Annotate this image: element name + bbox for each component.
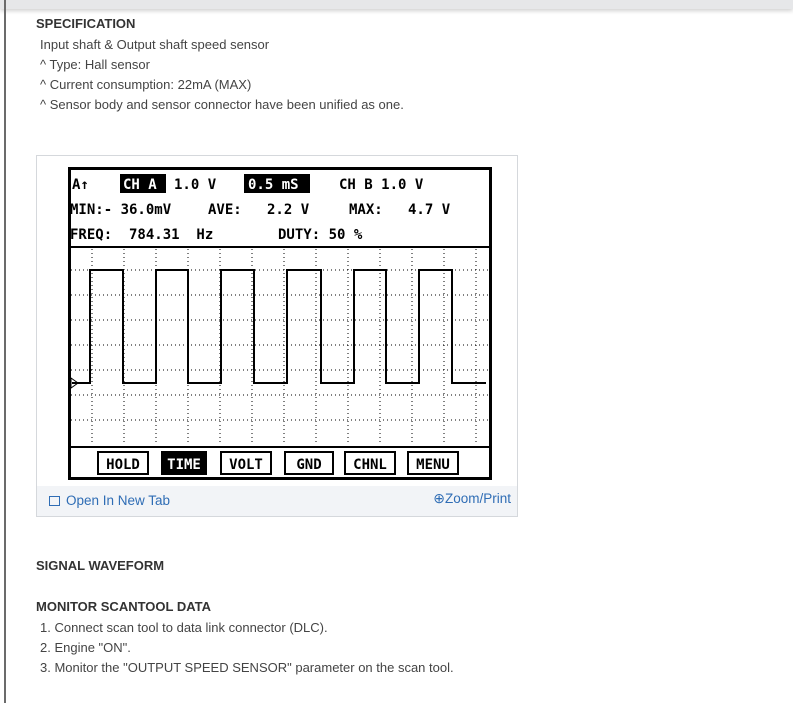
- scope-button-hold[interactable]: HOLD: [97, 451, 149, 475]
- scope-button-label: VOLT: [229, 457, 263, 473]
- scope-button-gnd[interactable]: GND: [284, 451, 334, 475]
- scope-button-volt[interactable]: VOLT: [220, 451, 272, 475]
- timebase: 0.5 mS: [248, 177, 299, 193]
- channel-b-label: CH B 1.0 V: [339, 177, 424, 193]
- left-border: [4, 0, 6, 703]
- zoom-print-link[interactable]: ⊕Zoom/Print: [433, 490, 511, 507]
- frequency-value: FREQ: 784.31 Hz: [70, 227, 213, 243]
- max-value: MAX: 4.7 V: [349, 202, 451, 218]
- scope-button-label: CHNL: [353, 457, 387, 473]
- spec-line: Input shaft & Output shaft speed sensor: [40, 37, 270, 52]
- scope-button-time[interactable]: TIME: [161, 451, 207, 475]
- specification-heading: SPECIFICATION: [36, 16, 136, 31]
- scope-button-chnl[interactable]: CHNL: [344, 451, 396, 475]
- monitor-step: 1. Connect scan tool to data link connec…: [40, 620, 328, 635]
- channel-a-label: CH A: [123, 177, 157, 193]
- scope-button-menu[interactable]: MENU: [407, 451, 459, 475]
- scope-button-label: MENU: [416, 457, 450, 473]
- monitor-step: 2. Engine "ON".: [40, 640, 131, 655]
- scope-button-label: GND: [296, 457, 321, 473]
- monitor-step: 3. Monitor the "OUTPUT SPEED SENSOR" par…: [40, 660, 454, 675]
- zoom-in-icon: ⊕: [433, 490, 445, 506]
- trigger-label: A↑: [72, 177, 89, 193]
- oscilloscope-screen: A↑ CH A 1.0 V 0.5 mS CH B 1.0 V MIN:- 36…: [68, 167, 492, 480]
- figure-footer: Open In New Tab ⊕Zoom/Print: [37, 486, 517, 516]
- open-in-new-tab-label: Open In New Tab: [66, 493, 171, 508]
- square-waveform: [72, 269, 486, 384]
- zoom-print-label: Zoom/Print: [444, 491, 511, 506]
- waveform-figure: A↑ CH A 1.0 V 0.5 mS CH B 1.0 V MIN:- 36…: [36, 155, 518, 517]
- top-bar: [0, 0, 793, 9]
- spec-line: ^ Type: Hall sensor: [40, 57, 150, 72]
- spec-line: ^ Current consumption: 22mA (MAX): [40, 77, 252, 92]
- open-in-new-tab-link[interactable]: Open In New Tab: [49, 493, 170, 508]
- monitor-scantool-heading: MONITOR SCANTOOL DATA: [36, 599, 212, 614]
- duty-value: DUTY: 50 %: [278, 227, 363, 243]
- min-value: MIN:- 36.0mV: [70, 202, 172, 218]
- scope-button-label: TIME: [167, 457, 201, 473]
- spec-line: ^ Sensor body and sensor connector have …: [40, 97, 404, 112]
- scope-button-label: HOLD: [106, 457, 140, 473]
- ground-marker-icon: [70, 377, 79, 389]
- signal-waveform-heading: SIGNAL WAVEFORM: [36, 558, 165, 573]
- open-new-tab-icon: [49, 496, 60, 506]
- average-value: AVE: 2.2 V: [208, 202, 310, 218]
- channel-a-scale: 1.0 V: [174, 177, 217, 193]
